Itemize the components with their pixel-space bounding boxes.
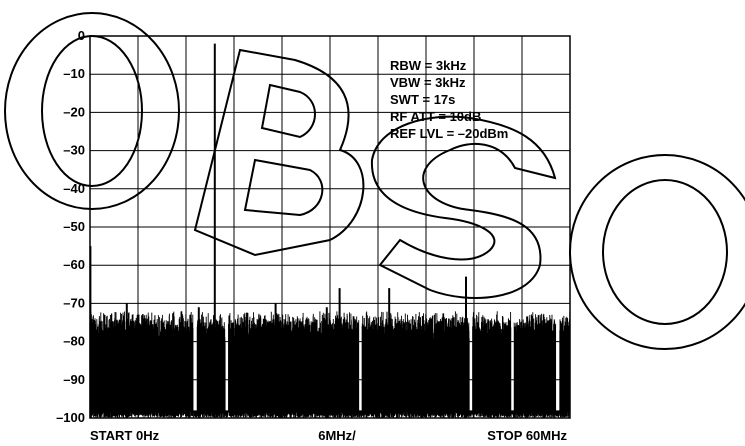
x-start-label: START 0Hz <box>90 428 160 443</box>
y-tick-label: –50 <box>63 219 85 234</box>
settings-line: REF LVL = –20dBm <box>390 126 508 141</box>
plot-frame <box>89 35 571 419</box>
y-tick-label: 0 <box>78 28 85 43</box>
watermark-letter-o2-inner <box>602 179 728 325</box>
y-tick-label: –90 <box>63 372 85 387</box>
watermark-letter-o2 <box>569 154 745 350</box>
settings-line: RF ATT = 10dB <box>390 109 481 124</box>
settings-line: VBW = 3kHz <box>390 75 466 90</box>
watermark-letter-o1 <box>4 12 180 210</box>
analyzer-settings: RBW = 3kHz VBW = 3kHz SWT = 17s RF ATT = 10… <box>390 58 508 141</box>
y-axis-ticks: 0 –10 –20 –30 –40 –50 –60 –70 –80 –90 –100 <box>56 28 85 425</box>
watermark-letter-b-counter-bottom <box>243 158 324 217</box>
y-tick-label: –100 <box>56 410 85 425</box>
y-tick-label: –30 <box>63 143 85 158</box>
watermark-letter-b <box>193 48 365 257</box>
y-tick-label: –10 <box>63 66 85 81</box>
settings-line: RBW = 3kHz <box>390 58 467 73</box>
noise-floor-trace <box>89 311 571 418</box>
watermark-letter-s <box>370 115 557 299</box>
spectrum-trace <box>89 43 571 418</box>
y-tick-label: –80 <box>63 334 85 349</box>
y-tick-label: –70 <box>63 295 85 310</box>
settings-line: SWT = 17s <box>390 92 455 107</box>
obsolete-watermark <box>4 12 745 350</box>
y-tick-label: –40 <box>63 181 85 196</box>
watermark-letter-b-counter-top <box>260 83 316 139</box>
y-tick-label: –60 <box>63 257 85 272</box>
watermark-letter-o1-inner <box>41 35 143 187</box>
y-tick-label: –20 <box>63 104 85 119</box>
x-center-label: 6MHz/ <box>318 428 356 443</box>
x-stop-label: STOP 60MHz <box>487 428 567 443</box>
